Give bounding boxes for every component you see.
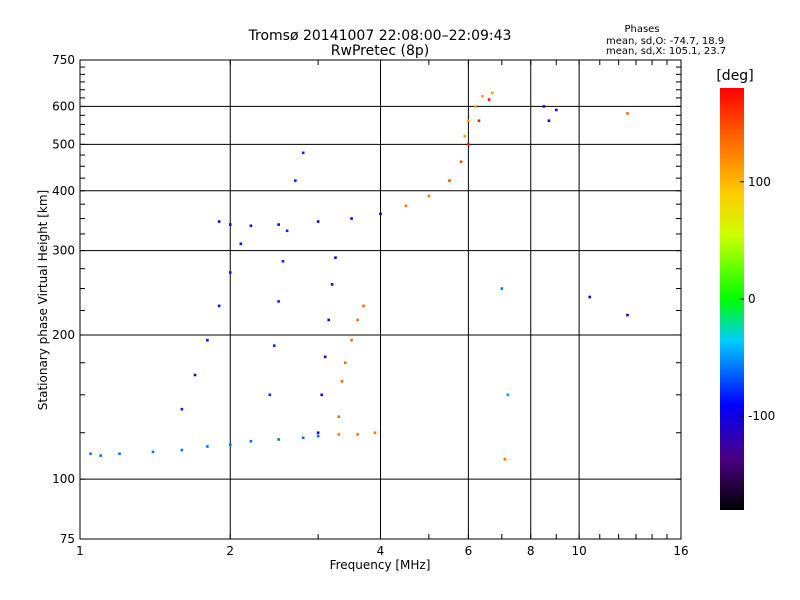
data-point (626, 112, 629, 115)
data-point (404, 204, 408, 208)
x-tick-label: 1 (76, 544, 84, 558)
data-point (323, 355, 327, 359)
y-tick-label: 600 (52, 99, 75, 113)
data-point (542, 105, 546, 108)
data-point (356, 433, 359, 436)
colorbar-tick-label: 100 (748, 175, 771, 189)
data-point (301, 151, 305, 155)
data-point (272, 344, 276, 347)
data-point (340, 380, 344, 383)
data-point (588, 295, 591, 299)
y-tick-label: 500 (52, 137, 75, 151)
data-point (337, 433, 341, 436)
y-axis-label: Stationary phase Virtual Height [km] (36, 190, 50, 410)
x-axis-ticks: 1 2 4 6 8 10 16 (76, 60, 689, 558)
data-point (362, 304, 365, 308)
data-points (89, 91, 629, 461)
data-point (228, 443, 232, 447)
data-point (481, 94, 484, 98)
data-point (118, 452, 121, 456)
data-point (206, 338, 209, 342)
y-tick-label: 75 (60, 532, 75, 546)
data-point (151, 450, 155, 454)
data-point (626, 313, 629, 317)
data-point (373, 431, 377, 435)
stats-line-x: mean, sd,X: 105.1, 23.7 (606, 46, 726, 57)
data-point (503, 458, 507, 461)
data-point (294, 179, 297, 182)
data-point (285, 229, 289, 233)
y-tick-label: 400 (52, 184, 75, 198)
data-point (316, 434, 320, 438)
grid-lines (80, 60, 681, 539)
data-point (228, 271, 232, 274)
x-tick-label: 10 (571, 544, 586, 558)
y-tick-label: 100 (52, 472, 75, 486)
data-point (337, 415, 341, 419)
data-point (301, 436, 305, 440)
data-point (277, 223, 280, 226)
data-point (180, 407, 184, 411)
data-point (547, 119, 551, 123)
data-point (427, 194, 431, 198)
data-point (316, 220, 320, 223)
data-point (330, 283, 334, 286)
y-tick-label: 300 (52, 244, 75, 258)
data-point (343, 361, 347, 365)
data-point (277, 300, 280, 303)
data-point (334, 256, 337, 259)
data-point (379, 212, 382, 216)
x-tick-label: 6 (465, 544, 473, 558)
x-tick-label: 4 (377, 544, 385, 558)
data-point (554, 108, 558, 112)
colorbar-tick-label: -100 (748, 409, 775, 423)
data-point (99, 454, 102, 457)
data-point (491, 91, 494, 95)
data-point (206, 445, 209, 448)
data-point (268, 393, 272, 397)
stats-heading: Phases (624, 24, 659, 35)
y-tick-label: 200 (52, 328, 75, 342)
data-point (327, 318, 331, 322)
stats-line-o: mean, sd,O: -74.7, 18.9 (606, 36, 724, 47)
data-point (281, 259, 285, 263)
data-point (89, 452, 92, 456)
data-point (356, 318, 359, 322)
data-point (217, 304, 221, 308)
data-point (459, 160, 463, 163)
colorbar-ticks: 100 0 -100 (740, 175, 775, 423)
data-point (487, 98, 491, 101)
y-tick-label: 750 (52, 53, 75, 67)
data-point (474, 105, 477, 108)
y-axis-ticks: 75 100 200 300 400 500 600 750 (52, 53, 681, 546)
data-point (350, 217, 353, 220)
colorbar-label: [deg] (716, 68, 753, 84)
data-point (316, 431, 320, 435)
data-point (500, 287, 504, 290)
data-point (448, 179, 451, 182)
data-point (239, 242, 243, 246)
data-point (277, 438, 280, 441)
chart-subtitle: RwPretec (8p) (331, 43, 429, 59)
data-point (249, 439, 253, 443)
data-point (477, 119, 481, 123)
x-axis-label: Frequency [MHz] (330, 558, 431, 572)
colorbar-tick-label: 0 (748, 292, 756, 306)
data-point (217, 220, 221, 223)
data-point (463, 134, 467, 138)
x-tick-label: 8 (527, 544, 535, 558)
data-point (506, 393, 510, 397)
data-point (228, 223, 232, 226)
x-tick-label: 16 (673, 544, 688, 558)
data-point (193, 373, 197, 377)
chart-title: Tromsø 20141007 22:08:00–22:09:43 (248, 28, 512, 44)
data-point (467, 143, 470, 146)
data-point (249, 224, 253, 228)
data-point (350, 338, 353, 342)
data-point (320, 393, 324, 397)
data-point (467, 119, 470, 123)
data-point (180, 448, 184, 452)
x-tick-label: 2 (226, 544, 234, 558)
